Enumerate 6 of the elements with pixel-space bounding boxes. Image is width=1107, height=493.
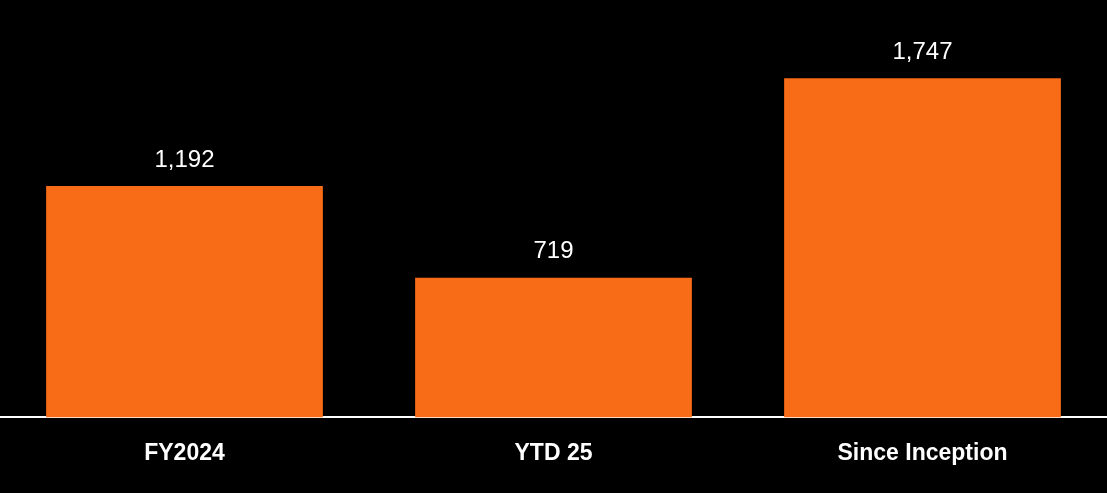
- data-label: 719: [533, 236, 574, 264]
- data-label: 1,192: [154, 144, 215, 172]
- data-label: 1,747: [892, 36, 953, 64]
- x-tick-label: FY2024: [144, 438, 225, 465]
- x-tick-label: YTD 25: [514, 438, 593, 465]
- x-tick-label: Since Inception: [837, 438, 1008, 465]
